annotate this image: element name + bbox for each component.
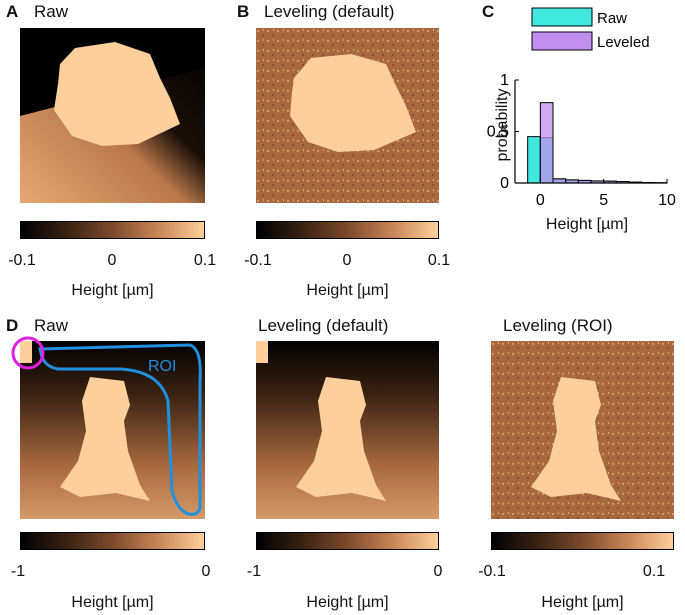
roi-label: ROI [148, 358, 176, 375]
colorbar-b [256, 221, 439, 239]
cbar-b-tick: -0.1 [244, 252, 272, 269]
colorbar-d-roi [491, 532, 674, 550]
cbar-a-tick: 0.1 [193, 252, 217, 269]
height-map-b-leveled [256, 28, 439, 203]
panel-label-d: D [6, 316, 19, 335]
height-map-d-default [256, 341, 439, 519]
legend-swatch-raw [531, 7, 593, 27]
cbar-d3-tick: -0.1 [478, 563, 506, 580]
cell-shape-d2 [296, 377, 386, 501]
cbar-a-label: Height [µm] [71, 282, 154, 299]
hist-bar-raw-0 [527, 136, 541, 184]
height-map-d-raw: ROI [11, 336, 205, 519]
histogram-chart: 0 5 10 0 0.5 1 Raw Leveled [487, 7, 676, 209]
hist-ytick-label: 1 [500, 72, 509, 89]
colorbar-d-raw [20, 532, 205, 550]
hist-ytick-label: 0 [500, 175, 509, 192]
legend-swatch-leveled [531, 31, 593, 51]
panel-title-b: Leveling (default) [264, 2, 395, 21]
cbar-d3-label: Height [µm] [541, 594, 624, 611]
hist-xtick-label: 5 [599, 192, 608, 209]
hist-bar-leveled-1 [539, 102, 554, 184]
cell-shape-d [60, 377, 150, 501]
cbar-b-tick: 0 [342, 252, 352, 269]
panel-label-a: A [6, 2, 19, 21]
height-map-a-raw [20, 28, 205, 203]
colorbar-a [20, 221, 205, 239]
cbar-d3-tick: 0.1 [642, 563, 666, 580]
cbar-d1-tick: -1 [10, 563, 26, 580]
cell-shape-b [290, 54, 416, 152]
panel-d-title-roi: Leveling (ROI) [503, 316, 613, 335]
legend-label-leveled: Leveled [597, 34, 650, 51]
cell-shape-a [54, 42, 180, 146]
cbar-d1-label: Height [µm] [71, 594, 154, 611]
colorbar-d-default [256, 532, 439, 550]
cbar-a-tick: 0 [107, 252, 117, 269]
roi-circle-marker [11, 336, 45, 370]
hist-xtick-label: 0 [536, 192, 545, 209]
panel-label-c: C [482, 2, 495, 21]
panel-label-b: B [237, 2, 250, 21]
hist-xlabel: Height [µm] [545, 216, 629, 233]
hist-ylabel: probability [494, 88, 511, 162]
panel-d-title-default: Leveling (default) [258, 316, 389, 335]
cbar-a-tick: -0.1 [8, 252, 36, 269]
panel-title-a: Raw [34, 2, 69, 21]
cell-shape-d3 [531, 377, 621, 501]
roi-outline [38, 343, 202, 516]
cbar-d2-label: Height [µm] [306, 594, 389, 611]
hist-bar-leveled-2 [552, 178, 567, 184]
cbar-d2-tick: 0 [433, 563, 443, 580]
height-map-d-roi [491, 341, 674, 519]
hist-xtick-label: 10 [658, 192, 676, 209]
panel-d-title-raw: Raw [34, 316, 69, 335]
hist-ytick-label: 0.5 [487, 124, 509, 141]
cbar-d2-tick: -1 [246, 563, 262, 580]
cbar-d1-tick: 0 [201, 563, 211, 580]
cbar-b-tick: 0.1 [427, 252, 451, 269]
legend-label-raw: Raw [597, 10, 627, 27]
cbar-b-label: Height [µm] [306, 282, 389, 299]
